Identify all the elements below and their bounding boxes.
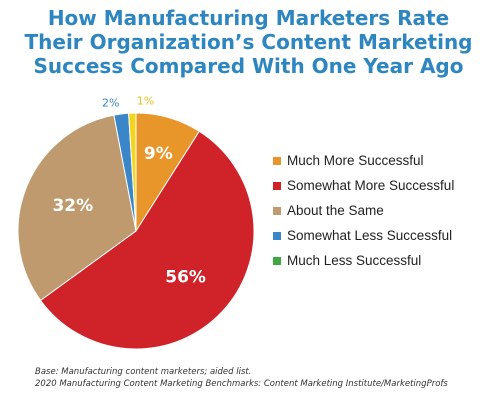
legend-label: Much More Successful — [287, 153, 424, 168]
legend-swatch — [273, 156, 281, 165]
pie-slice-about-the-same — [17, 114, 137, 302]
legend-item-much-more-successful: Much More Successful — [273, 148, 454, 173]
footer-base-note: Base: Manufacturing content marketers; a… — [35, 367, 252, 377]
legend-item-somewhat-less-successful: Somewhat Less Successful — [273, 223, 454, 248]
chart-footer: Base: Manufacturing content marketers; a… — [35, 366, 448, 390]
pie-slice-much-less-successful — [128, 112, 137, 232]
pie-label-somewhat-less-successful: 2% — [102, 97, 119, 110]
pie-label-somewhat-more-successful: 56% — [165, 268, 206, 288]
legend-label: Somewhat Less Successful — [287, 228, 453, 243]
pie-label-about-the-same: 32% — [52, 196, 93, 216]
legend-item-about-the-same: About the Same — [273, 198, 454, 223]
legend-swatch — [273, 256, 281, 265]
legend-label: Much Less Successful — [287, 253, 422, 268]
chart-title: How Manufacturing Marketers Rate Their O… — [0, 6, 497, 78]
chart-legend: Much More Successful Somewhat More Succes… — [273, 148, 454, 273]
legend-swatch — [273, 206, 281, 215]
legend-item-much-less-successful: Much Less Successful — [273, 248, 454, 273]
chart-title-line-1: How Manufacturing Marketers Rate — [47, 6, 450, 30]
chart-title-line-3: Success Compared With One Year Ago — [33, 54, 464, 78]
legend-item-somewhat-more-successful: Somewhat More Successful — [273, 173, 454, 198]
legend-swatch — [273, 181, 281, 190]
pie-slice-somewhat-more-successful — [39, 130, 255, 350]
legend-label: About the Same — [287, 203, 384, 218]
legend-swatch — [273, 231, 281, 240]
chart-title-line-2: Their Organization’s Content Marketing — [24, 30, 473, 54]
pie-label-much-more-successful: 9% — [144, 144, 173, 164]
pie-label-much-less-successful: 1% — [137, 94, 154, 107]
legend-label: Somewhat More Successful — [287, 178, 455, 193]
footer-source-note: 2020 Manufacturing Content Marketing Ben… — [35, 379, 448, 389]
